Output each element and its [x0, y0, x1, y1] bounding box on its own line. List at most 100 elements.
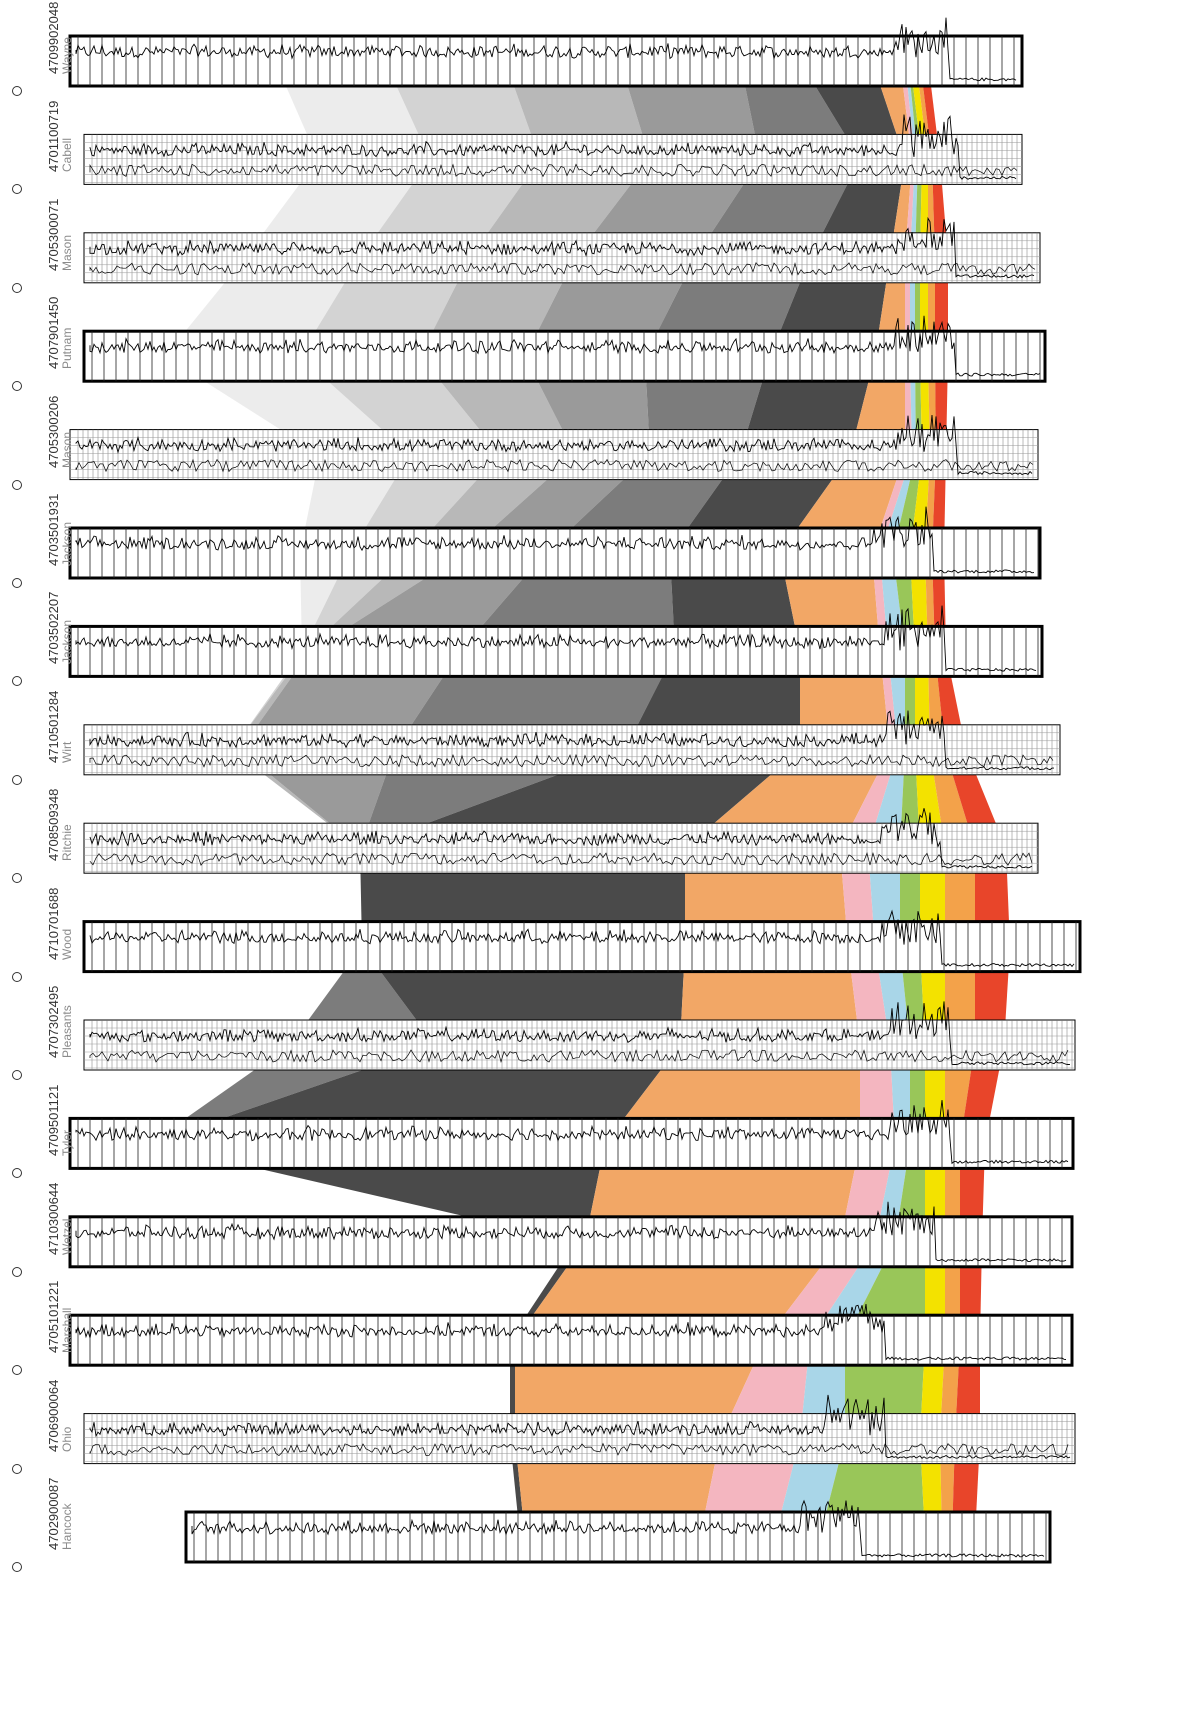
log-curve: [89, 1001, 1071, 1066]
track-frame: [83, 133, 1023, 185]
well-location-circle-icon: [12, 381, 22, 392]
log-curve: [191, 1499, 1045, 1558]
well-location-circle-icon: [12, 676, 22, 687]
track-frame: [83, 1019, 1076, 1071]
well-log-track: [68, 17, 1024, 88]
well-county-name: Putnam: [60, 327, 74, 370]
well-label-rotated: 4710501284 Wirt: [2, 690, 82, 781]
well-log-track: [68, 1201, 1074, 1269]
well-location-circle-icon: [12, 1365, 22, 1376]
track-grid-horizontal: [84, 1027, 1075, 1069]
track-grid: [91, 331, 1041, 382]
well-county-name: Mason: [60, 234, 74, 271]
well-county-name: Cabell: [60, 138, 74, 173]
well-location-circle-icon: [12, 971, 22, 982]
well-location-circle-icon: [12, 1168, 22, 1179]
well-label: 4705101221 Marshall: [2, 1281, 82, 1376]
well-location-circle-icon: [12, 1463, 22, 1474]
well-label: 4707901450 Putnam: [2, 297, 82, 392]
log-curve: [75, 17, 1017, 82]
well-label-rotated: 4705101221 Marshall: [2, 1281, 82, 1371]
track-frame: [68, 526, 1042, 580]
well-log-track: [83, 1001, 1076, 1071]
well-location-circle-icon: [12, 86, 22, 96]
well-location-circle-icon: [12, 1070, 22, 1080]
well-label: 4701100719 Cabell: [2, 100, 82, 195]
well-label: 4710501284 Wirt: [2, 690, 82, 785]
log-curve: [89, 216, 1035, 279]
track-grid: [91, 823, 1038, 874]
well-log-tracks: [68, 17, 1082, 1564]
track-grid: [77, 528, 1039, 578]
well-api-number: 4707302495: [46, 985, 61, 1058]
well-log-track: [68, 605, 1044, 678]
well-label-rotated: 4708509348 Ritchie: [2, 789, 82, 879]
well-county-name: Ritchie: [60, 824, 74, 862]
well-label: 4710701688 Wood: [2, 887, 82, 982]
log-curve-secondary: [89, 163, 1018, 178]
well-label: 4707302495 Pleasants: [2, 986, 82, 1080]
well-county-name: Wayne: [60, 37, 74, 74]
log-curve: [89, 114, 1017, 180]
well-api-number: 4706900064: [46, 1379, 61, 1452]
track-frame: [68, 1215, 1074, 1269]
well-api-number: 4701100719: [46, 101, 61, 173]
well-location-circle-icon: [12, 184, 22, 195]
track-grid: [77, 36, 1015, 86]
well-county-name: Pleasants: [60, 1005, 74, 1058]
track-frame: [68, 1313, 1074, 1367]
well-log-track: [82, 909, 1082, 974]
log-curve-secondary: [89, 1442, 1069, 1457]
well-api-number: 4705300206: [46, 395, 61, 468]
track-grid: [91, 232, 1038, 283]
track-grid: [91, 1020, 1073, 1070]
track-frame: [184, 1510, 1052, 1564]
log-curve-secondary: [75, 458, 1034, 473]
track-grid: [77, 1315, 1063, 1366]
well-label: 4705300206 Mason: [2, 395, 82, 490]
well-api-number: 4710501284: [46, 690, 61, 763]
log-curve-secondary: [89, 1049, 1069, 1063]
log-curve: [75, 506, 1035, 574]
well-county-name: Mason: [60, 431, 74, 468]
well-location-circle-icon: [12, 578, 22, 588]
well-label: 4708509348 Ritchie: [2, 789, 82, 884]
well-log-track: [83, 1394, 1076, 1465]
track-grid: [91, 724, 1058, 775]
well-api-number: 4705101221: [46, 1280, 61, 1354]
well-label-rotated: 4707302495 Pleasants: [2, 986, 82, 1076]
well-label-rotated: 4705300071 Mason: [2, 198, 82, 289]
log-curve: [89, 808, 1033, 869]
track-grid: [91, 1413, 1073, 1464]
track-grid-horizontal: [84, 240, 1040, 282]
track-grid-horizontal: [70, 437, 1038, 478]
well-county-name: Hancock: [60, 1503, 74, 1550]
track-grid: [77, 1118, 1063, 1169]
well-api-number: 4702900087: [46, 1477, 61, 1550]
well-api-number: 4705300071: [46, 198, 61, 271]
well-label-rotated: 4707901450 Putnam: [2, 297, 82, 387]
well-label-rotated: 4710300644 Wetzel: [2, 1182, 82, 1273]
well-log-track: [68, 1099, 1075, 1170]
log-curve: [75, 1304, 1067, 1361]
well-api-number: 4708509348: [46, 788, 61, 862]
well-label: 4703501931 Jackson: [2, 494, 82, 588]
log-curve: [89, 315, 1041, 377]
well-county-name: Tyler: [60, 1130, 74, 1157]
well-county-name: Jackson: [60, 620, 74, 665]
well-log-track: [83, 114, 1023, 185]
log-curve-secondary: [89, 262, 1036, 276]
well-api-number: 4710701688: [46, 887, 61, 960]
well-log-track: [83, 808, 1039, 874]
well-county-name: Jackson: [60, 521, 74, 566]
well-label-rotated: 4703502207 Jackson: [2, 592, 82, 682]
log-curve: [89, 909, 1075, 968]
track-grid: [77, 429, 1034, 480]
log-curve: [75, 1099, 1069, 1165]
track-grid: [77, 1216, 1063, 1267]
well-location-circle-icon: [12, 1562, 22, 1572]
well-county-name: Wirt: [60, 741, 74, 763]
well-county-name: Ohio: [60, 1426, 74, 1452]
track-frame: [68, 624, 1044, 678]
